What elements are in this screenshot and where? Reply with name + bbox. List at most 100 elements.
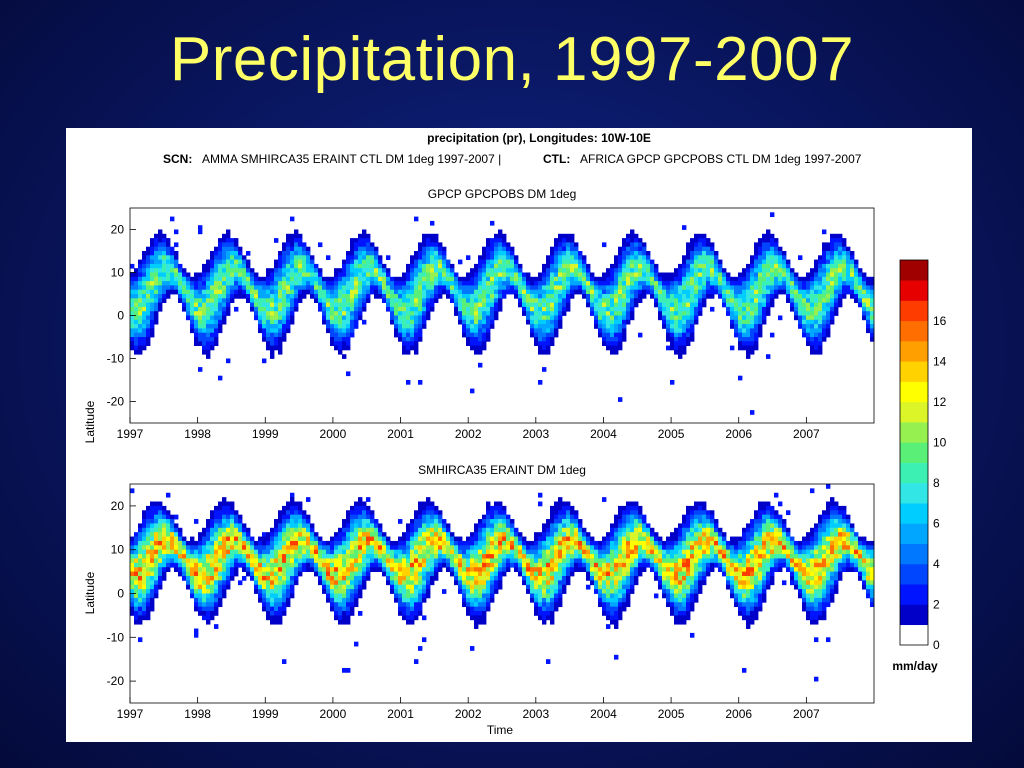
- y-tick-label: -20: [107, 395, 125, 409]
- heatmap-cell: [142, 602, 147, 608]
- heatmap-cell: [762, 268, 767, 273]
- heatmap-cell: [534, 319, 539, 325]
- heatmap-cell: [410, 558, 415, 564]
- heatmap-cell: [206, 302, 211, 308]
- heatmap-cell: [746, 341, 751, 346]
- heatmap-cell: [810, 285, 815, 291]
- heatmap-cell: [638, 272, 643, 278]
- heatmap-cell: [526, 315, 531, 321]
- heatmap-cell: [314, 558, 319, 564]
- heatmap-cell: [642, 263, 647, 269]
- heatmap-cell: [286, 558, 291, 564]
- heatmap-cell: [262, 532, 267, 537]
- heatmap-cell: [514, 263, 519, 269]
- heatmap-cell: [498, 233, 503, 239]
- heatmap-cell: [630, 281, 635, 286]
- heatmap-cell: [862, 315, 867, 321]
- heatmap-cell: [606, 324, 611, 329]
- heatmap-cell: [742, 319, 747, 325]
- heatmap-cell: [226, 281, 231, 286]
- heatmap-cell: [626, 319, 631, 325]
- heatmap-cell: [286, 602, 291, 608]
- heatmap-cell: [494, 259, 499, 265]
- heatmap-cell: [290, 536, 295, 542]
- heatmap-cell: [418, 514, 423, 520]
- heatmap-cell: [338, 341, 343, 346]
- heatmap-cell: [590, 302, 595, 308]
- heatmap-cell: [398, 540, 403, 546]
- heatmap-cell: [766, 302, 771, 308]
- heatmap-cell: [442, 255, 447, 260]
- heatmap-cell: [818, 268, 823, 273]
- heatmap-cell: [354, 263, 359, 269]
- heatmap-cell: [738, 289, 743, 295]
- heatmap-cell: [154, 242, 159, 248]
- heatmap-cell: [406, 597, 411, 603]
- heatmap-cell: [434, 545, 439, 551]
- heatmap-cell: [498, 298, 503, 303]
- heatmap-cell: [218, 558, 223, 564]
- heatmap-cell: [150, 272, 155, 278]
- heatmap-cell: [570, 246, 575, 252]
- heatmap-cell: [206, 549, 211, 555]
- heatmap-cell: [146, 255, 151, 260]
- heatmap-cell: [806, 324, 811, 329]
- heatmap-cell: [726, 276, 731, 282]
- heatmap-cell: [830, 233, 835, 239]
- heatmap-cell: [294, 276, 299, 282]
- heatmap-cell: [318, 281, 323, 286]
- heatmap-cell: [350, 246, 355, 252]
- heatmap-cell: [506, 289, 511, 295]
- heatmap-cell: [514, 549, 519, 555]
- heatmap-cell: [782, 276, 787, 282]
- heatmap-cell: [370, 510, 375, 516]
- heatmap-cell: [258, 294, 263, 299]
- heatmap-cell: [446, 285, 451, 291]
- heatmap-cell: [294, 523, 299, 529]
- heatmap-cell: [274, 332, 279, 338]
- heatmap-cell: [726, 272, 731, 278]
- heatmap-cell: [446, 562, 451, 568]
- heatmap-cell: [490, 510, 495, 516]
- heatmap-cell: [418, 315, 423, 321]
- heatmap-cell: [382, 545, 387, 551]
- heatmap-cell: [530, 540, 535, 546]
- heatmap-cell: [510, 554, 515, 559]
- heatmap-cell: [378, 523, 383, 529]
- heatmap-cell: [726, 311, 731, 316]
- heatmap-cell: [302, 514, 307, 520]
- heatmap-cell: [770, 233, 775, 239]
- heatmap-cell: [270, 536, 275, 542]
- heatmap-cell: [762, 242, 767, 248]
- heatmap-cell: [730, 306, 735, 312]
- heatmap-cell: [186, 311, 191, 316]
- heatmap-cell: [698, 255, 703, 260]
- heatmap-cell: [366, 246, 371, 252]
- heatmap-cell: [130, 589, 135, 594]
- heatmap-cell: [742, 324, 747, 329]
- heatmap-cell: [150, 584, 155, 590]
- heatmap-cell: [790, 298, 795, 303]
- heatmap-cell: [834, 311, 839, 316]
- heatmap-cell: [634, 281, 639, 286]
- heatmap-cell: [262, 606, 267, 612]
- heatmap-cell: [346, 272, 351, 278]
- heatmap-cell: [422, 259, 427, 265]
- heatmap-cell: [242, 255, 247, 260]
- heatmap-cell: [414, 349, 419, 355]
- heatmap-cell: [686, 341, 691, 346]
- heatmap-cell: [550, 272, 555, 278]
- heatmap-cell: [406, 345, 411, 351]
- heatmap-cell: [630, 263, 635, 269]
- heatmap-cell: [678, 268, 683, 273]
- heatmap-cell: [414, 302, 419, 308]
- heatmap-cell: [710, 272, 715, 278]
- heatmap-cell: [266, 306, 271, 312]
- heatmap-cell: [462, 602, 467, 608]
- heatmap-cell: [490, 242, 495, 248]
- heatmap-cell: [274, 532, 279, 537]
- heatmap-cell: [346, 593, 351, 599]
- heatmap-cell: [330, 606, 335, 612]
- heatmap-cell: [198, 294, 203, 299]
- heatmap-cell: [678, 306, 683, 312]
